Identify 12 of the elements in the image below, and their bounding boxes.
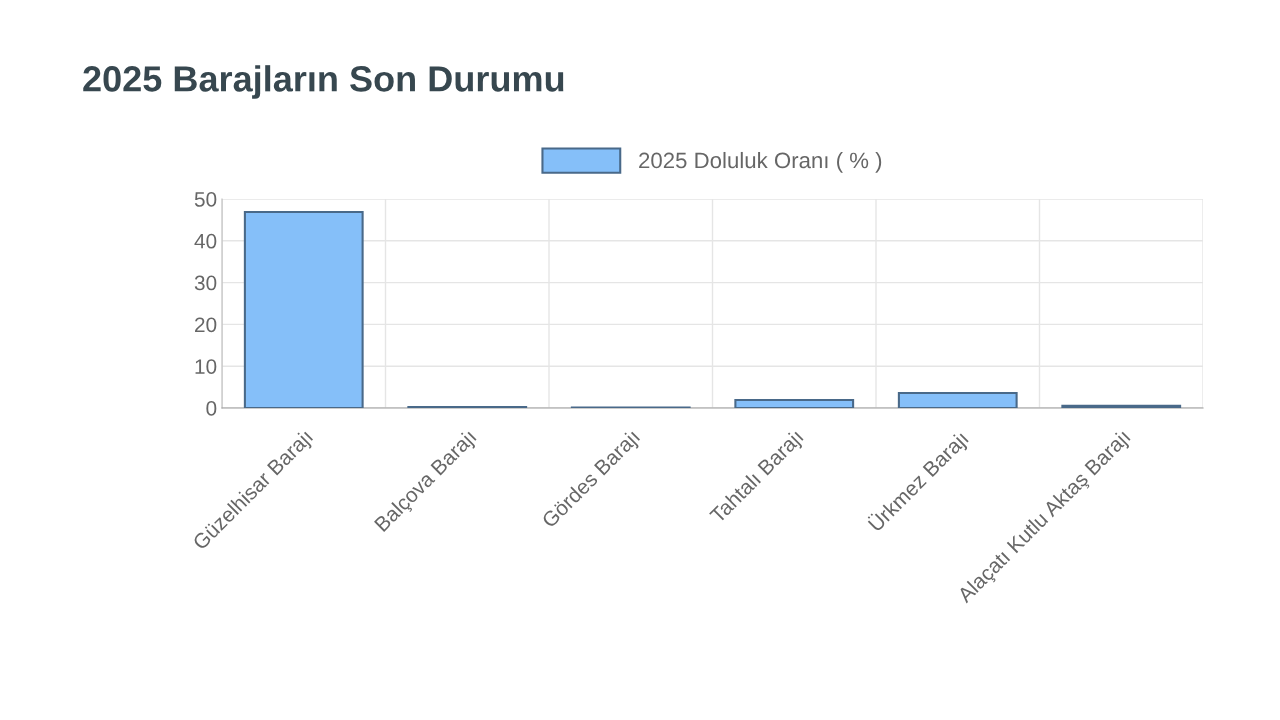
bar [734, 399, 855, 408]
chart-title: 2025 Barajların Son Durumu [83, 65, 564, 99]
bar [897, 391, 1018, 408]
y-tick-label: 0 [206, 401, 217, 416]
y-tick-label: 30 [194, 275, 217, 291]
y-tick-label: 40 [194, 233, 217, 249]
y-tick-label: 50 [194, 192, 217, 207]
bar [1061, 404, 1182, 408]
y-tick-label: 10 [195, 359, 217, 374]
y-tick-label: 20 [195, 317, 217, 333]
legend-label: 2025 Doluluk Oranı ( % ) [639, 151, 882, 173]
bar [243, 210, 364, 408]
